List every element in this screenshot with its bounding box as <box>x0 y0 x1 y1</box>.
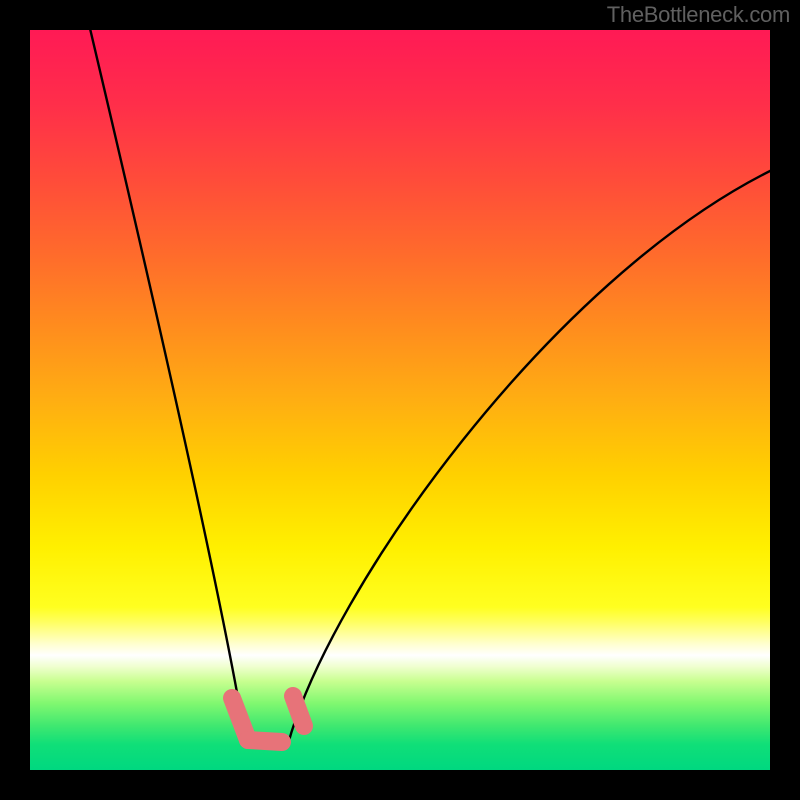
bottleneck-chart-svg <box>30 30 770 770</box>
marker-segment <box>293 696 304 726</box>
gradient-background <box>30 30 770 770</box>
watermark-text: TheBottleneck.com <box>607 2 790 28</box>
chart-frame: TheBottleneck.com <box>0 0 800 800</box>
plot-area <box>30 30 770 770</box>
marker-segment <box>248 740 282 742</box>
